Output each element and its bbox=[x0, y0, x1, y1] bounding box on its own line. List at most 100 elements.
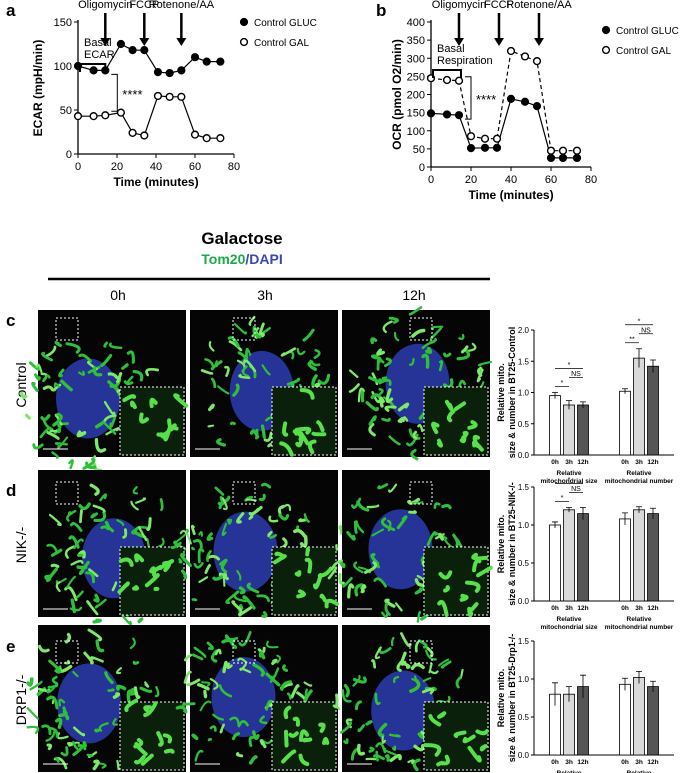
mitochondria bbox=[408, 510, 417, 514]
data-point bbox=[116, 108, 126, 117]
mitochondria bbox=[180, 552, 192, 568]
mitochondria bbox=[35, 363, 43, 374]
inset-mitochondria bbox=[171, 423, 179, 431]
panel-label: a bbox=[6, 1, 16, 20]
mitochondria bbox=[409, 678, 421, 693]
mitochondria bbox=[191, 546, 196, 551]
mitochondria bbox=[457, 379, 467, 391]
data-point bbox=[216, 57, 225, 66]
bar-label: 12h bbox=[647, 605, 658, 612]
mitochondria bbox=[378, 396, 385, 408]
error-bar bbox=[636, 671, 642, 684]
mitochondria bbox=[232, 383, 240, 397]
mitochondria bbox=[388, 483, 398, 493]
inset-mitochondria bbox=[459, 593, 469, 602]
inset-mitochondria bbox=[472, 558, 482, 573]
x-tick-label: 80 bbox=[585, 174, 597, 186]
mitochondria bbox=[334, 705, 341, 711]
mitochondria bbox=[357, 387, 366, 403]
mitochondria bbox=[241, 663, 247, 670]
mitochondria bbox=[412, 758, 421, 772]
micrograph bbox=[332, 625, 490, 772]
mitochondria bbox=[112, 718, 119, 726]
mitochondria bbox=[389, 753, 402, 762]
mitochondria bbox=[455, 676, 462, 689]
data-point bbox=[466, 144, 476, 153]
x-axis-label: Time (minutes) bbox=[468, 188, 553, 202]
mitochondria bbox=[60, 379, 73, 392]
data-point bbox=[101, 111, 110, 120]
mitochondria bbox=[265, 640, 279, 649]
bar-label: 3h bbox=[565, 605, 573, 612]
mitochondria bbox=[388, 435, 401, 446]
inset-mitochondria bbox=[124, 698, 139, 713]
nucleus bbox=[211, 657, 276, 738]
mitochondria bbox=[217, 385, 230, 395]
y-tick-label: 1.5 bbox=[518, 637, 530, 646]
inset-mitochondria bbox=[305, 547, 310, 557]
mitochondria bbox=[244, 347, 249, 362]
data-point bbox=[532, 57, 542, 66]
data-point bbox=[177, 66, 186, 75]
mitochondria bbox=[92, 618, 102, 624]
bar-label: 3h bbox=[565, 759, 573, 766]
mitochondria bbox=[257, 646, 266, 654]
mitochondria bbox=[412, 430, 418, 440]
error-bar bbox=[580, 401, 586, 409]
data-point bbox=[480, 134, 490, 143]
mitochondria bbox=[303, 681, 313, 687]
mitochondria bbox=[397, 416, 404, 424]
mitochondria bbox=[252, 663, 265, 677]
mitochondria bbox=[126, 350, 135, 364]
mitochondria bbox=[58, 698, 66, 707]
mitochondria bbox=[293, 528, 307, 538]
mitochondria bbox=[233, 322, 248, 335]
data-point bbox=[492, 134, 502, 143]
mitochondria bbox=[225, 590, 240, 605]
mitochondria bbox=[338, 560, 346, 569]
annotation: Oligomycin bbox=[432, 0, 486, 11]
legend-label: Control GAL bbox=[616, 46, 671, 57]
mitochondria bbox=[209, 678, 219, 690]
mitochondria bbox=[347, 583, 355, 599]
bar bbox=[577, 404, 589, 456]
mitochondria bbox=[191, 653, 204, 661]
data-point bbox=[140, 131, 149, 140]
inset-mitochondria bbox=[162, 560, 172, 572]
mitochondria bbox=[72, 670, 79, 678]
mitochondria bbox=[365, 720, 373, 726]
inset-mitochondria bbox=[441, 754, 451, 766]
mitochondria bbox=[180, 569, 188, 580]
mitochondria bbox=[50, 563, 60, 568]
mitochondria bbox=[78, 560, 90, 576]
inset-mitochondria bbox=[302, 737, 313, 743]
mitochondria bbox=[192, 539, 203, 549]
significance-label: NS bbox=[571, 371, 581, 378]
inset-mitochondria bbox=[428, 714, 442, 727]
inset-mitochondria bbox=[134, 755, 146, 765]
bar bbox=[619, 390, 631, 456]
mitochondria bbox=[280, 680, 293, 691]
mitochondria bbox=[290, 684, 300, 699]
y-axis-label: ECAR (mpH/min) bbox=[31, 40, 45, 137]
roi-box bbox=[409, 640, 433, 664]
mitochondria bbox=[458, 333, 465, 340]
inset-mitochondria bbox=[117, 581, 130, 594]
mitochondria bbox=[104, 671, 114, 685]
mitochondria bbox=[218, 572, 229, 581]
mitochondria bbox=[393, 675, 400, 684]
mitochondria bbox=[116, 519, 125, 527]
data-point bbox=[153, 68, 163, 77]
mitochondria bbox=[286, 692, 292, 700]
mitochondria bbox=[121, 614, 132, 626]
significance-label: * bbox=[568, 362, 571, 369]
mitochondria bbox=[219, 723, 225, 734]
mitochondria bbox=[132, 660, 140, 665]
mitochondria bbox=[52, 412, 63, 427]
inset-mitochondria bbox=[453, 401, 467, 411]
data-point bbox=[202, 57, 211, 66]
stain: Tom20 bbox=[201, 251, 245, 267]
mitochondria bbox=[421, 687, 435, 695]
column-label: 0h bbox=[110, 287, 126, 303]
